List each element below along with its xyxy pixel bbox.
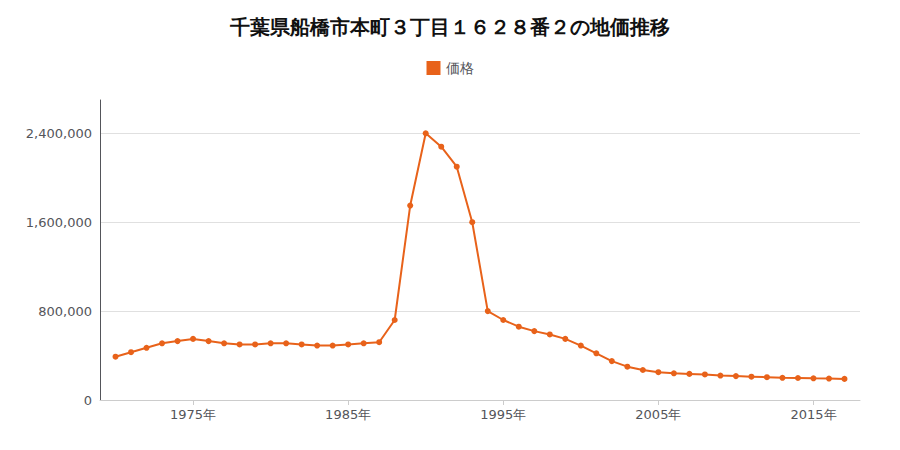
- svg-text:1,600,000: 1,600,000: [26, 215, 92, 230]
- svg-text:価格: 価格: [446, 60, 474, 76]
- svg-text:2,400,000: 2,400,000: [26, 126, 92, 141]
- svg-text:0: 0: [84, 393, 92, 408]
- svg-text:800,000: 800,000: [38, 304, 92, 319]
- svg-text:1995年: 1995年: [480, 407, 526, 422]
- svg-text:千葉県船橋市本町３丁目１６２８番２の地価推移: 千葉県船橋市本町３丁目１６２８番２の地価推移: [229, 15, 670, 39]
- svg-text:1985年: 1985年: [325, 407, 371, 422]
- svg-text:1975年: 1975年: [170, 407, 216, 422]
- svg-text:2015年: 2015年: [790, 407, 836, 422]
- svg-text:2005年: 2005年: [635, 407, 681, 422]
